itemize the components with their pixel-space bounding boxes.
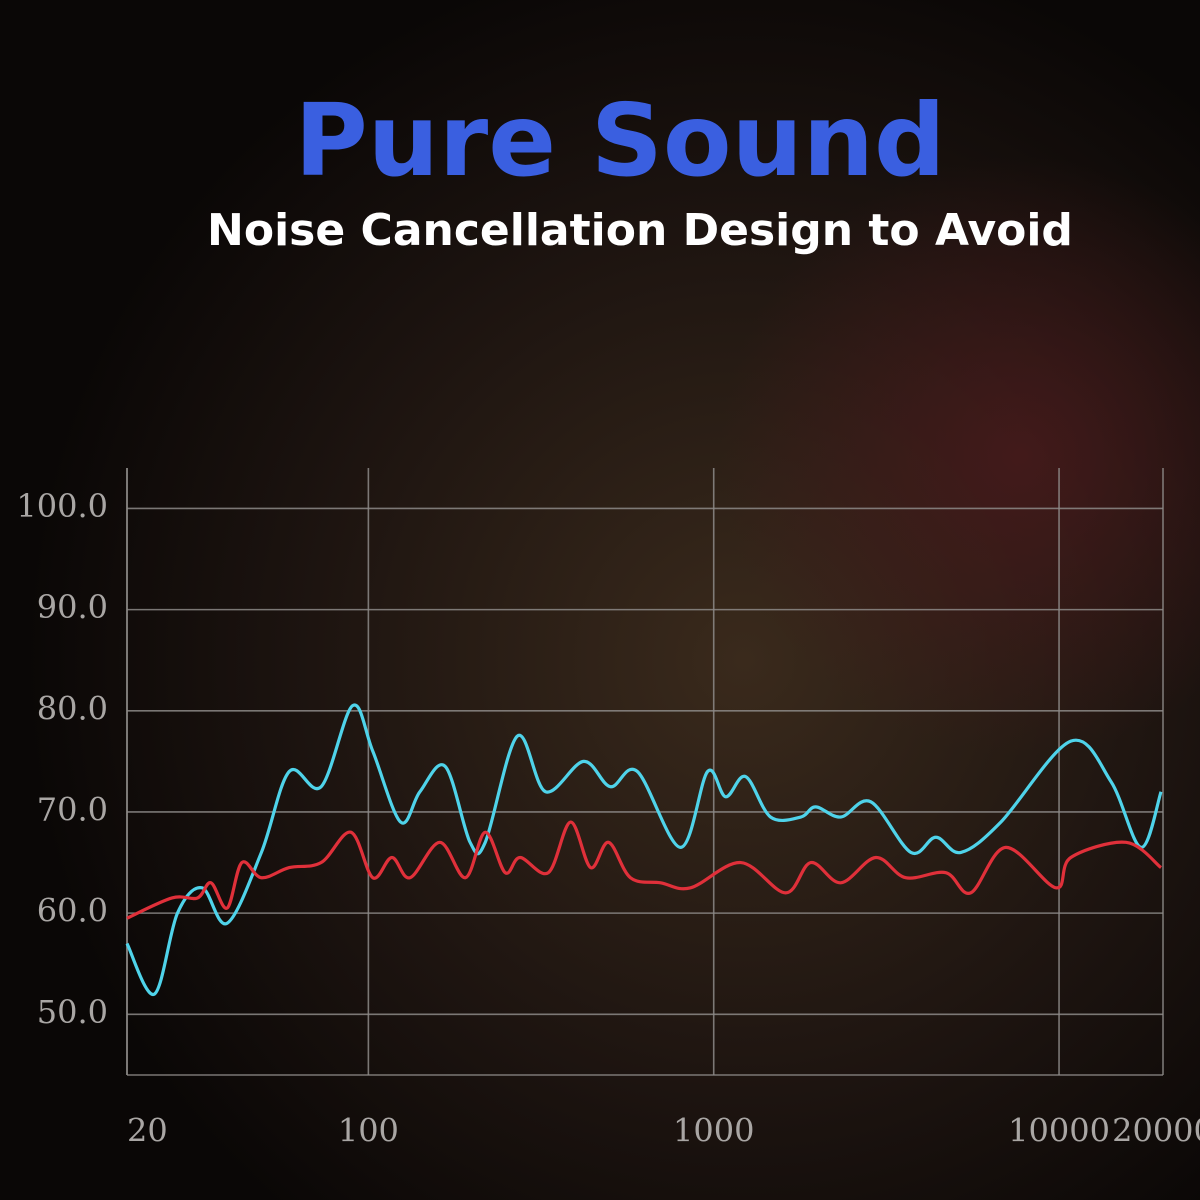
x-tick-label: 1000 — [673, 1112, 754, 1150]
y-tick-label: 100.0 — [16, 487, 108, 525]
x-tick-label: 20000 — [1112, 1112, 1200, 1150]
x-tick-label: 10000 — [1008, 1112, 1110, 1150]
y-tick-label: 80.0 — [37, 689, 108, 727]
chart-subtitle: Noise Cancellation Design to Avoid — [207, 205, 1073, 256]
x-tick-label: 100 — [338, 1112, 399, 1150]
series-line — [126, 820, 1163, 920]
chart-title: Pure Sound — [294, 82, 945, 199]
y-tick-label: 90.0 — [37, 588, 108, 626]
y-tick-label: 60.0 — [37, 892, 108, 930]
y-tick-label: 70.0 — [37, 790, 108, 828]
y-tick-label: 50.0 — [37, 993, 108, 1031]
plot: 50.0 60.0 70.0 80.0 90.0 100.0 20 100 1000 10000 2… — [16, 468, 1200, 1150]
x-tick-label: 20 — [127, 1112, 168, 1150]
series-line — [125, 703, 1163, 996]
